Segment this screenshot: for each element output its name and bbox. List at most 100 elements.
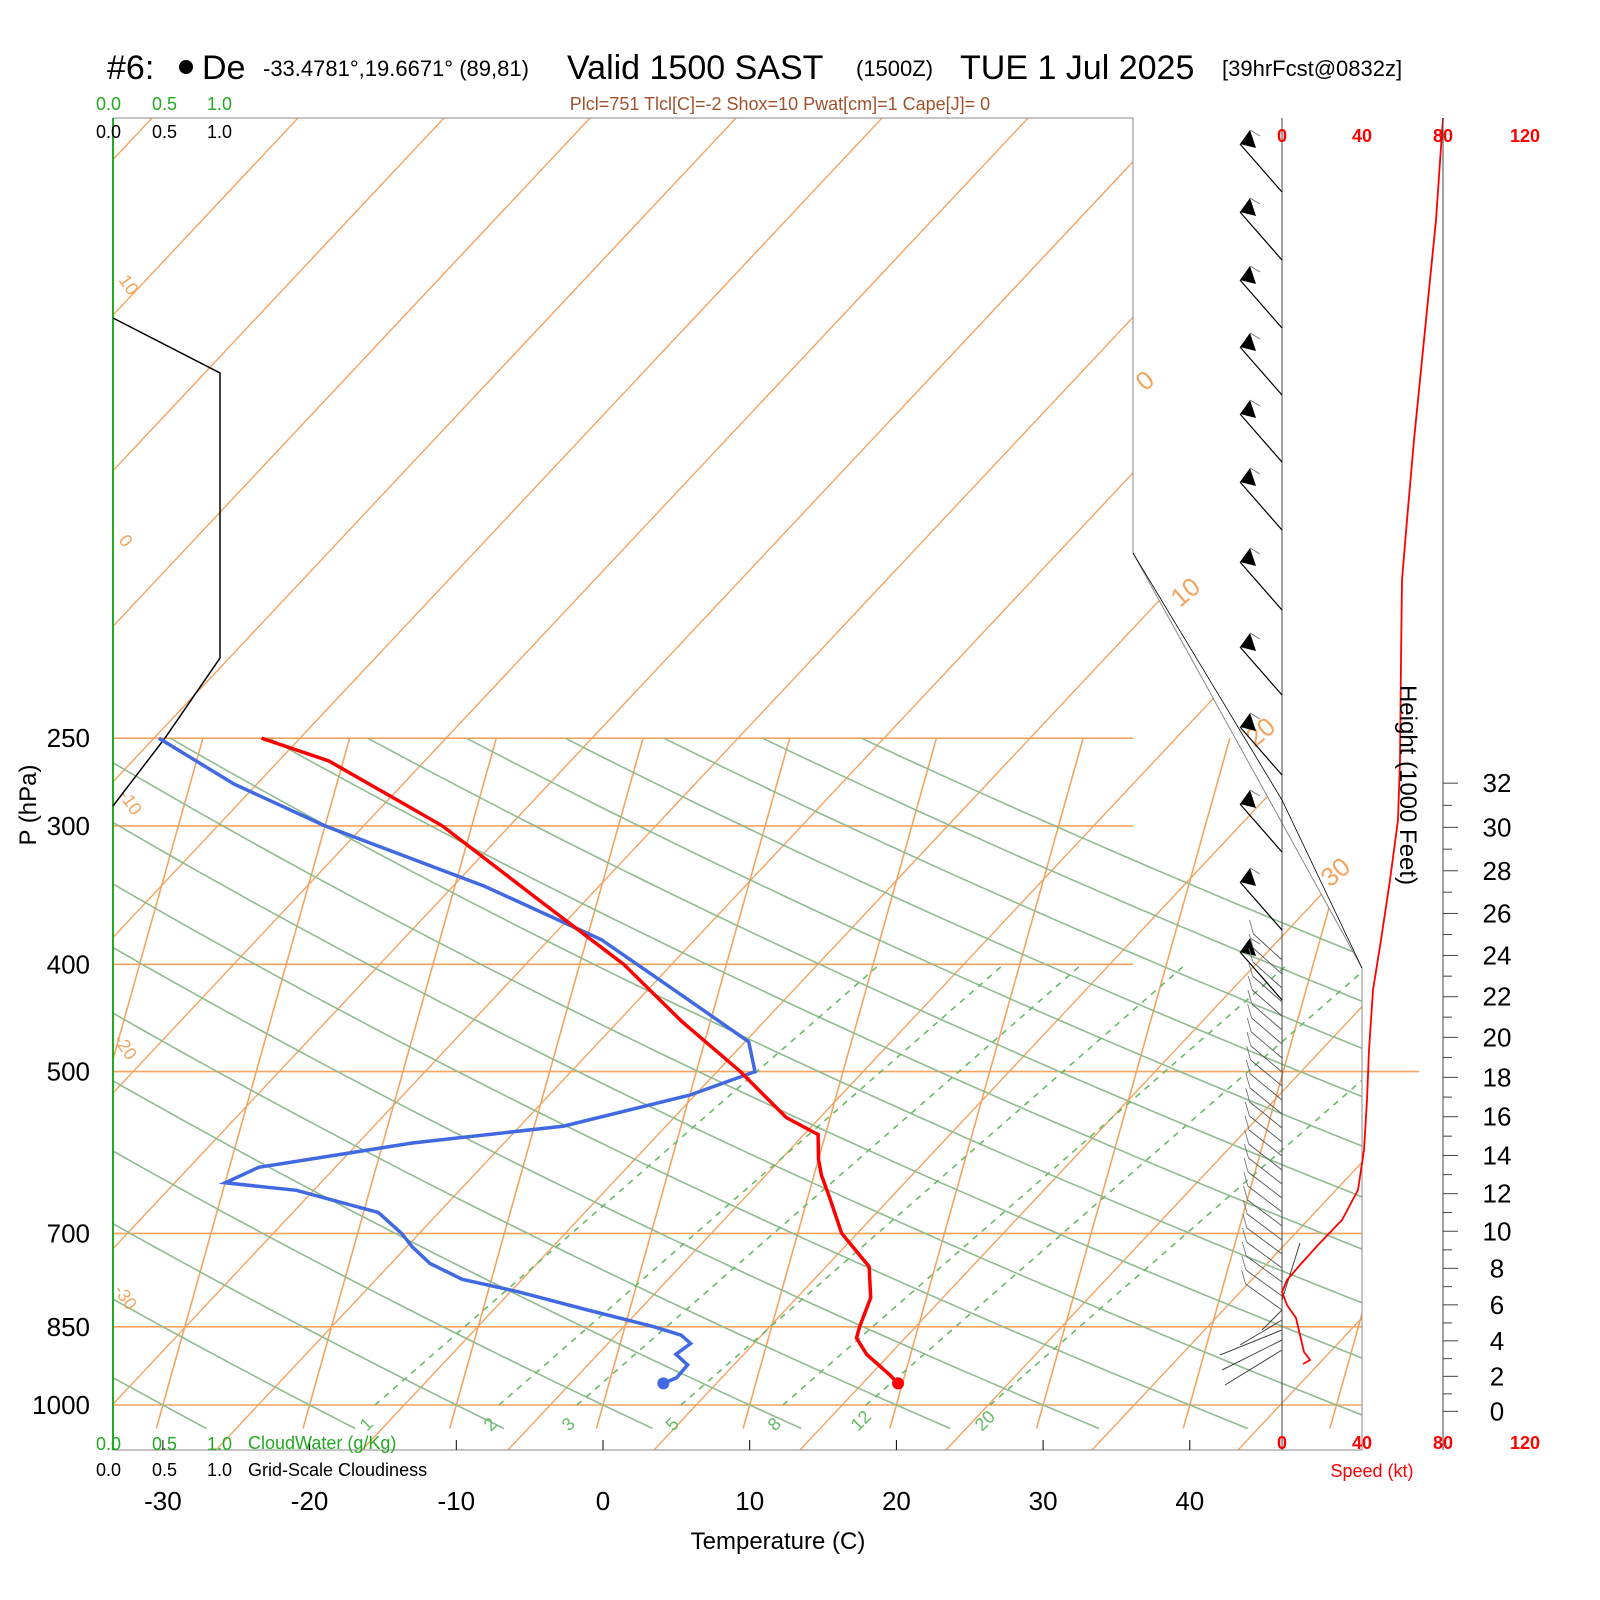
wind-barb-staff (1248, 1129, 1283, 1157)
wind-barb-feather (1245, 1059, 1251, 1075)
grid-diagonal-line (945, 118, 1362, 1450)
station-coords: -33.4781°,19.6671° (89,81) (263, 56, 529, 81)
surface-wind-barb (1239, 1319, 1283, 1346)
isotherm-label-left: 0 (115, 531, 137, 551)
wind-barb-feather (1244, 1101, 1250, 1117)
x-tick-label: 0 (596, 1486, 610, 1516)
wind-barb-feather (1249, 197, 1261, 205)
wind-barbs (1132, 129, 1363, 1386)
dry-adiabat-line (113, 737, 505, 1430)
isotherm-line (1035, 738, 1231, 1429)
speed-tick-label: 40 (1352, 126, 1372, 146)
mixing-ratio-line (680, 963, 1187, 1406)
mixing-ratio-label: 12 (847, 1407, 875, 1435)
wind-barb-pennant (1240, 468, 1256, 486)
wind-barb-staff (1249, 1087, 1283, 1115)
cloud-water-tick-top-1: 0.5 (152, 94, 177, 114)
isotherm-label-left: 10 (115, 271, 143, 299)
wind-barb-staff (1247, 1199, 1283, 1227)
wind-barb-feather (1249, 467, 1261, 475)
wind-barb-staff (1239, 143, 1283, 193)
grid-diagonal-line (113, 118, 1029, 1450)
isotherm-line (448, 738, 644, 1429)
isotherm-label-left: -20 (110, 1031, 141, 1064)
isotherm-line (113, 738, 204, 1429)
mixing-ratio-line (498, 963, 1005, 1406)
mixing-ratio-line (865, 963, 1362, 1406)
wind-barb-staff (1239, 561, 1283, 611)
height-mapping-line (1132, 552, 1363, 969)
mixing-ratio-label: 5 (662, 1414, 683, 1435)
wind-barb-staff (1252, 961, 1283, 989)
dry-adiabat-line (113, 737, 654, 1430)
pressure-tick-label: 700 (47, 1218, 90, 1248)
wind-barb-staff (1253, 933, 1283, 961)
height-tick-label: 6 (1490, 1290, 1504, 1320)
wind-barb-feather (1249, 712, 1261, 720)
height-tick-label: 12 (1483, 1179, 1512, 1209)
wind-barb-staff (1239, 211, 1283, 261)
isotherm-label-right: 20 (1240, 711, 1281, 753)
speed-tick-label: 40 (1352, 1433, 1372, 1453)
isotherm-label-left: -30 (110, 1281, 141, 1314)
wind-barb-feather (1248, 933, 1254, 949)
pressure-tick-label: 300 (47, 811, 90, 841)
isotherm-line (595, 738, 791, 1429)
isotherm-line (302, 738, 498, 1429)
cloudiness-label: Grid-Scale Cloudiness (248, 1460, 427, 1480)
wind-barb-feather (1244, 1129, 1250, 1145)
wind-barb-pennant (1240, 633, 1256, 651)
isotherm-line (742, 738, 938, 1429)
isotherm-label-right: 30 (1315, 851, 1356, 893)
wind-barb-staff (1252, 975, 1283, 1003)
isotherm-label-left: -10 (115, 786, 146, 819)
wind-barb-staff (1246, 1241, 1283, 1269)
cloud-water-tick-top-0: 0.0 (96, 94, 121, 114)
dry-adiabat-grid (113, 737, 1362, 1430)
pressure-tick-label: 500 (47, 1057, 90, 1087)
wind-barb-feather (1249, 632, 1261, 640)
dry-adiabat-line (861, 737, 1362, 1430)
speed-ticks-top: 0 40 80 120 (1277, 126, 1540, 146)
height-axis-title: Height (1000 Feet) (1394, 685, 1421, 885)
wind-barb-feather (1244, 1143, 1249, 1159)
wind-barb-staff (1239, 413, 1283, 463)
wind-barb-feather (1247, 989, 1253, 1005)
height-tick-label: 30 (1483, 812, 1512, 842)
wind-barb-staff (1247, 1185, 1283, 1213)
speed-ticks-bottom: 0 40 80 120 (1277, 1433, 1540, 1453)
mixing-ratio-label: 3 (558, 1414, 579, 1435)
wind-barb-pennant (1240, 868, 1256, 886)
surface-wind-barb (1261, 1309, 1283, 1331)
forecast-info: [39hrFcst@0832z] (1222, 56, 1402, 81)
wind-barb-pennant (1240, 333, 1256, 351)
wind-barb-feather (1248, 947, 1254, 963)
wind-barb-pennant (1240, 266, 1256, 284)
wind-barb-feather (1249, 867, 1261, 875)
plot-frame (112, 117, 1363, 1451)
x-tick-label: 10 (735, 1486, 764, 1516)
grid-diagonal-line (113, 118, 737, 1450)
cloudiness-tick-bottom-0: 0.0 (96, 1460, 121, 1480)
grid-diagonal-line (653, 118, 1362, 1450)
isotherm-label-right: 0 (1130, 364, 1160, 396)
surface-wind-barb (1221, 1339, 1283, 1371)
wind-barb-staff (1252, 947, 1283, 975)
grid-diagonal-line (1091, 118, 1362, 1450)
isotherm-line (155, 738, 351, 1429)
isobar-grid (113, 737, 1420, 1406)
height-tick-label: 26 (1483, 898, 1512, 928)
dry-adiabat-line (113, 737, 1100, 1430)
wind-barb-feather (1241, 1269, 1247, 1285)
surface-temperature-marker (892, 1377, 905, 1390)
wind-barb-staff (1247, 1171, 1283, 1199)
sounding-indices: Plcl=751 Tlcl[C]=-2 Shox=10 Pwat[cm]=1 C… (570, 94, 990, 114)
wind-barb-staff (1245, 1283, 1283, 1311)
wind-barb-pennant (1240, 790, 1256, 808)
speed-tick-label: 0 (1277, 126, 1287, 146)
height-tick-label: 8 (1490, 1253, 1504, 1283)
wind-barb-feather (1245, 1087, 1251, 1103)
wind-barb-feather (1247, 975, 1253, 991)
mixing-ratio-line (782, 963, 1289, 1406)
